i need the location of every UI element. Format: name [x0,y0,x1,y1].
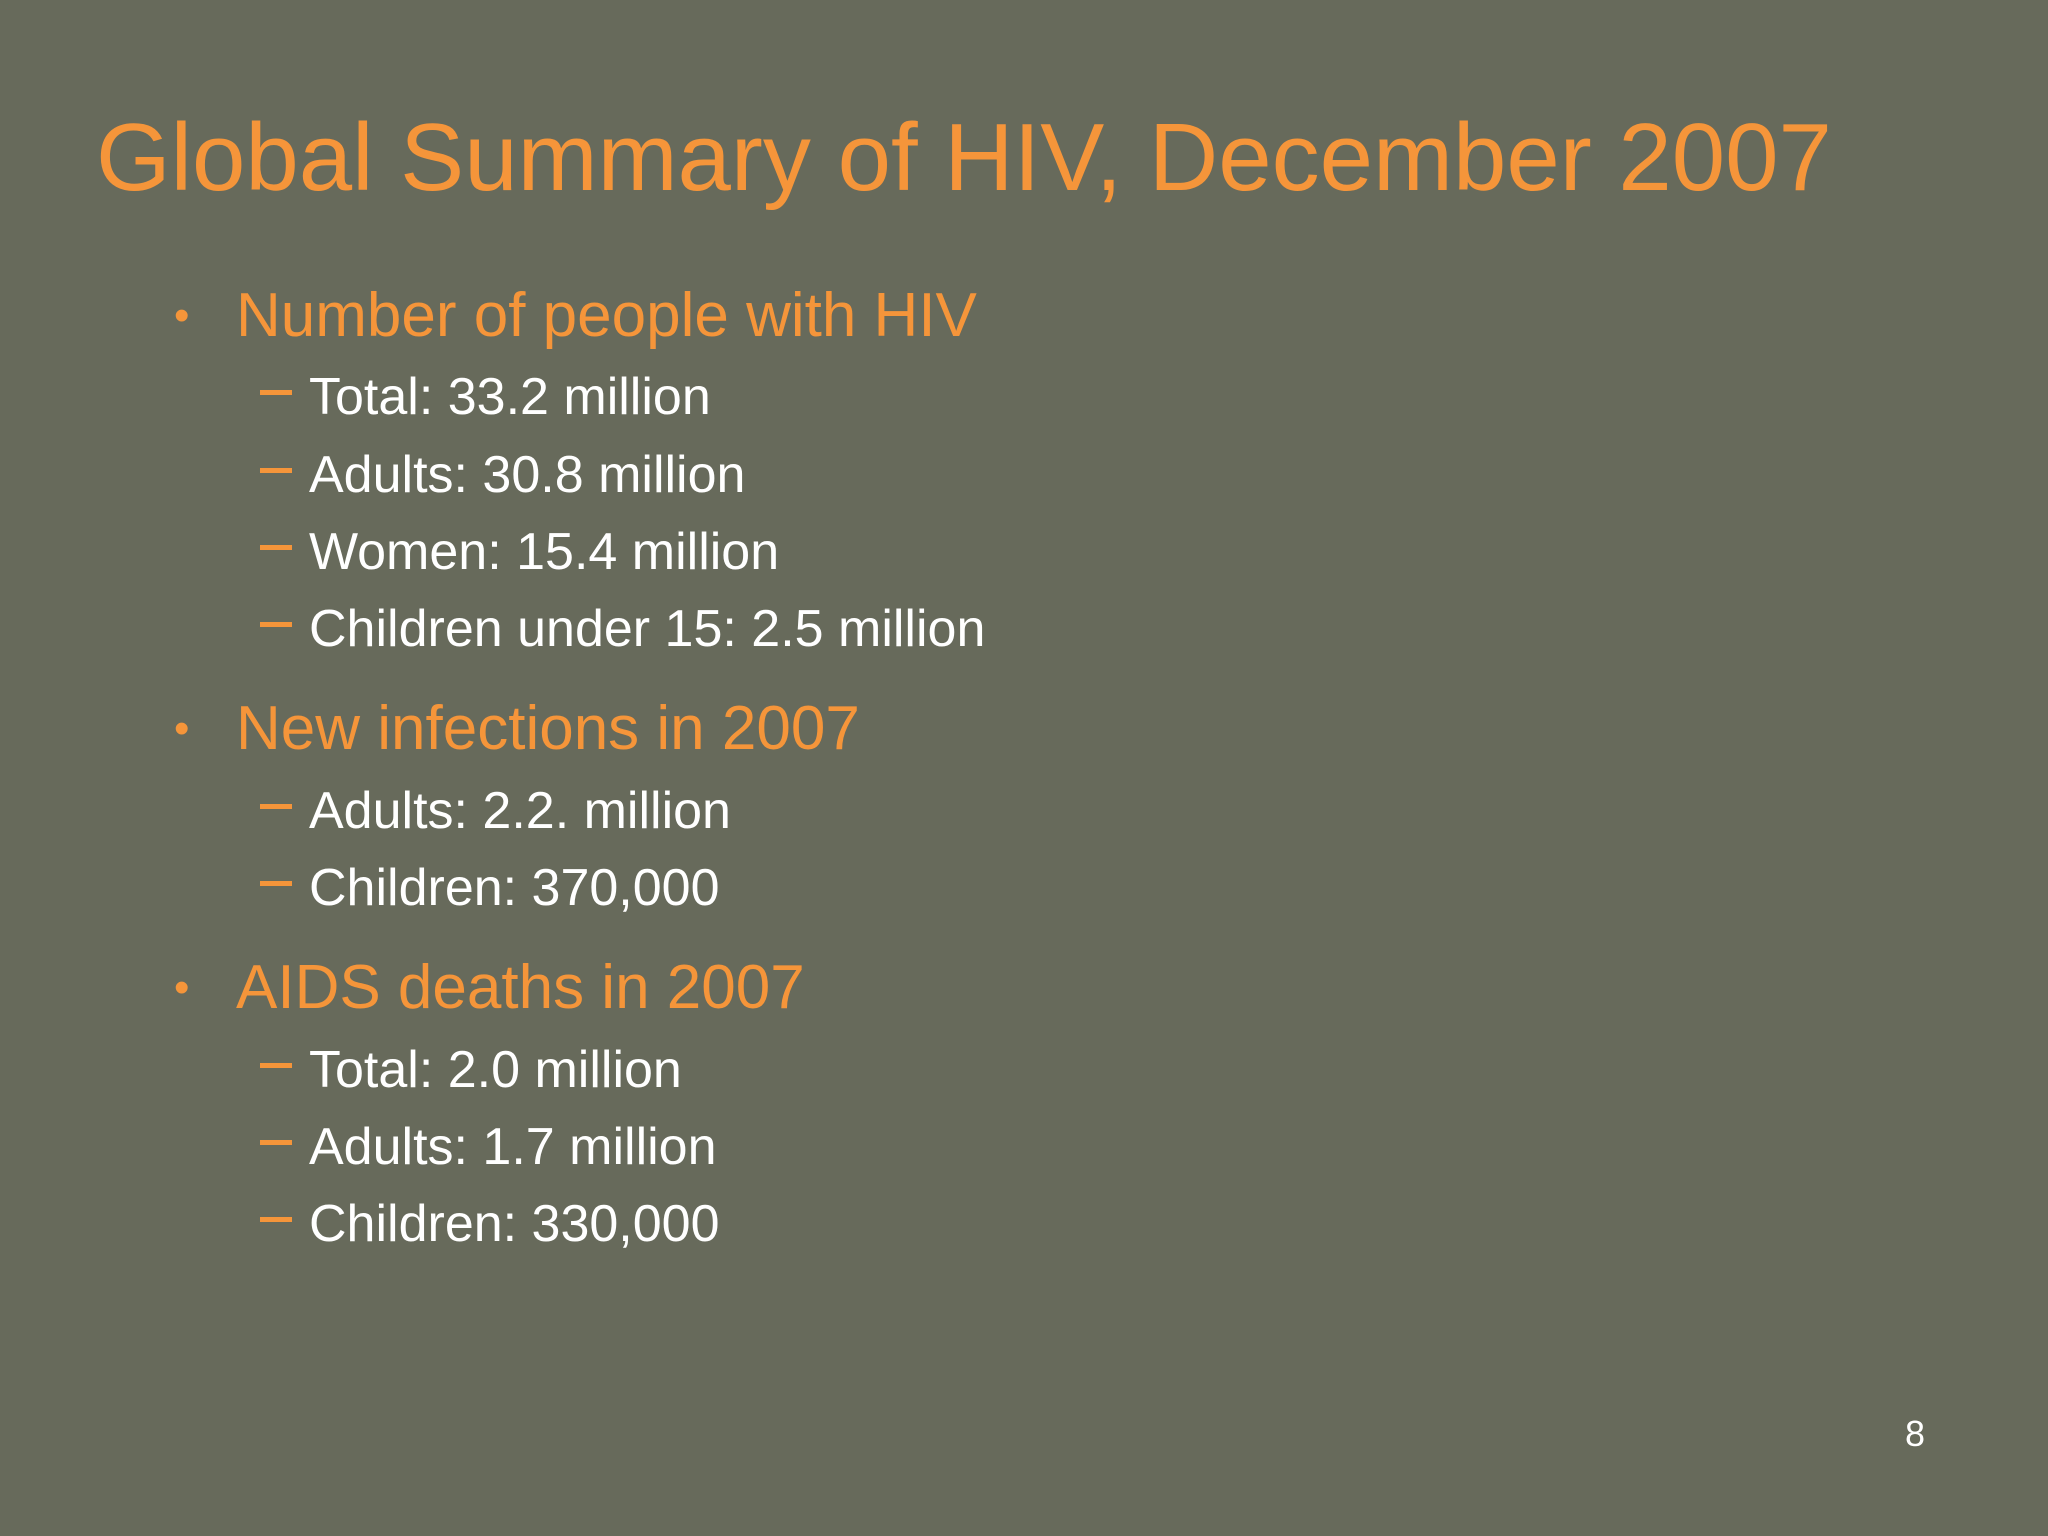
list-item-label: Total: 33.2 million [309,368,711,426]
section-label: AIDS deaths in 2007 [236,953,805,1022]
dash-icon [260,1063,292,1068]
dash-icon [260,468,292,473]
slide-title: Global Summary of HIV, December 2007 [96,104,1832,211]
bullet-dot-icon: • [174,963,190,1012]
dash-icon [260,804,292,809]
list-item-label: Children under 15: 2.5 million [309,600,986,658]
list-item-label: Adults: 30.8 million [309,446,746,504]
dash-icon [260,622,292,627]
list-item-label: Adults: 2.2. million [309,782,731,840]
section-label: Number of people with HIV [236,281,977,350]
list-item-label: Total: 2.0 million [309,1041,682,1099]
dash-icon [260,545,292,550]
dash-icon [260,1217,292,1222]
bullet-dot-icon: • [174,704,190,753]
dash-icon [260,390,292,395]
section-label: New infections in 2007 [236,694,860,763]
list-item-label: Children: 370,000 [309,859,720,917]
list-item-label: Women: 15.4 million [309,523,780,581]
dash-icon [260,881,292,886]
list-item-label: Children: 330,000 [309,1195,720,1253]
dash-icon [260,1140,292,1145]
bullet-dot-icon: • [174,291,190,340]
page-number: 8 [1904,1413,1925,1454]
list-item-label: Adults: 1.7 million [309,1118,717,1176]
